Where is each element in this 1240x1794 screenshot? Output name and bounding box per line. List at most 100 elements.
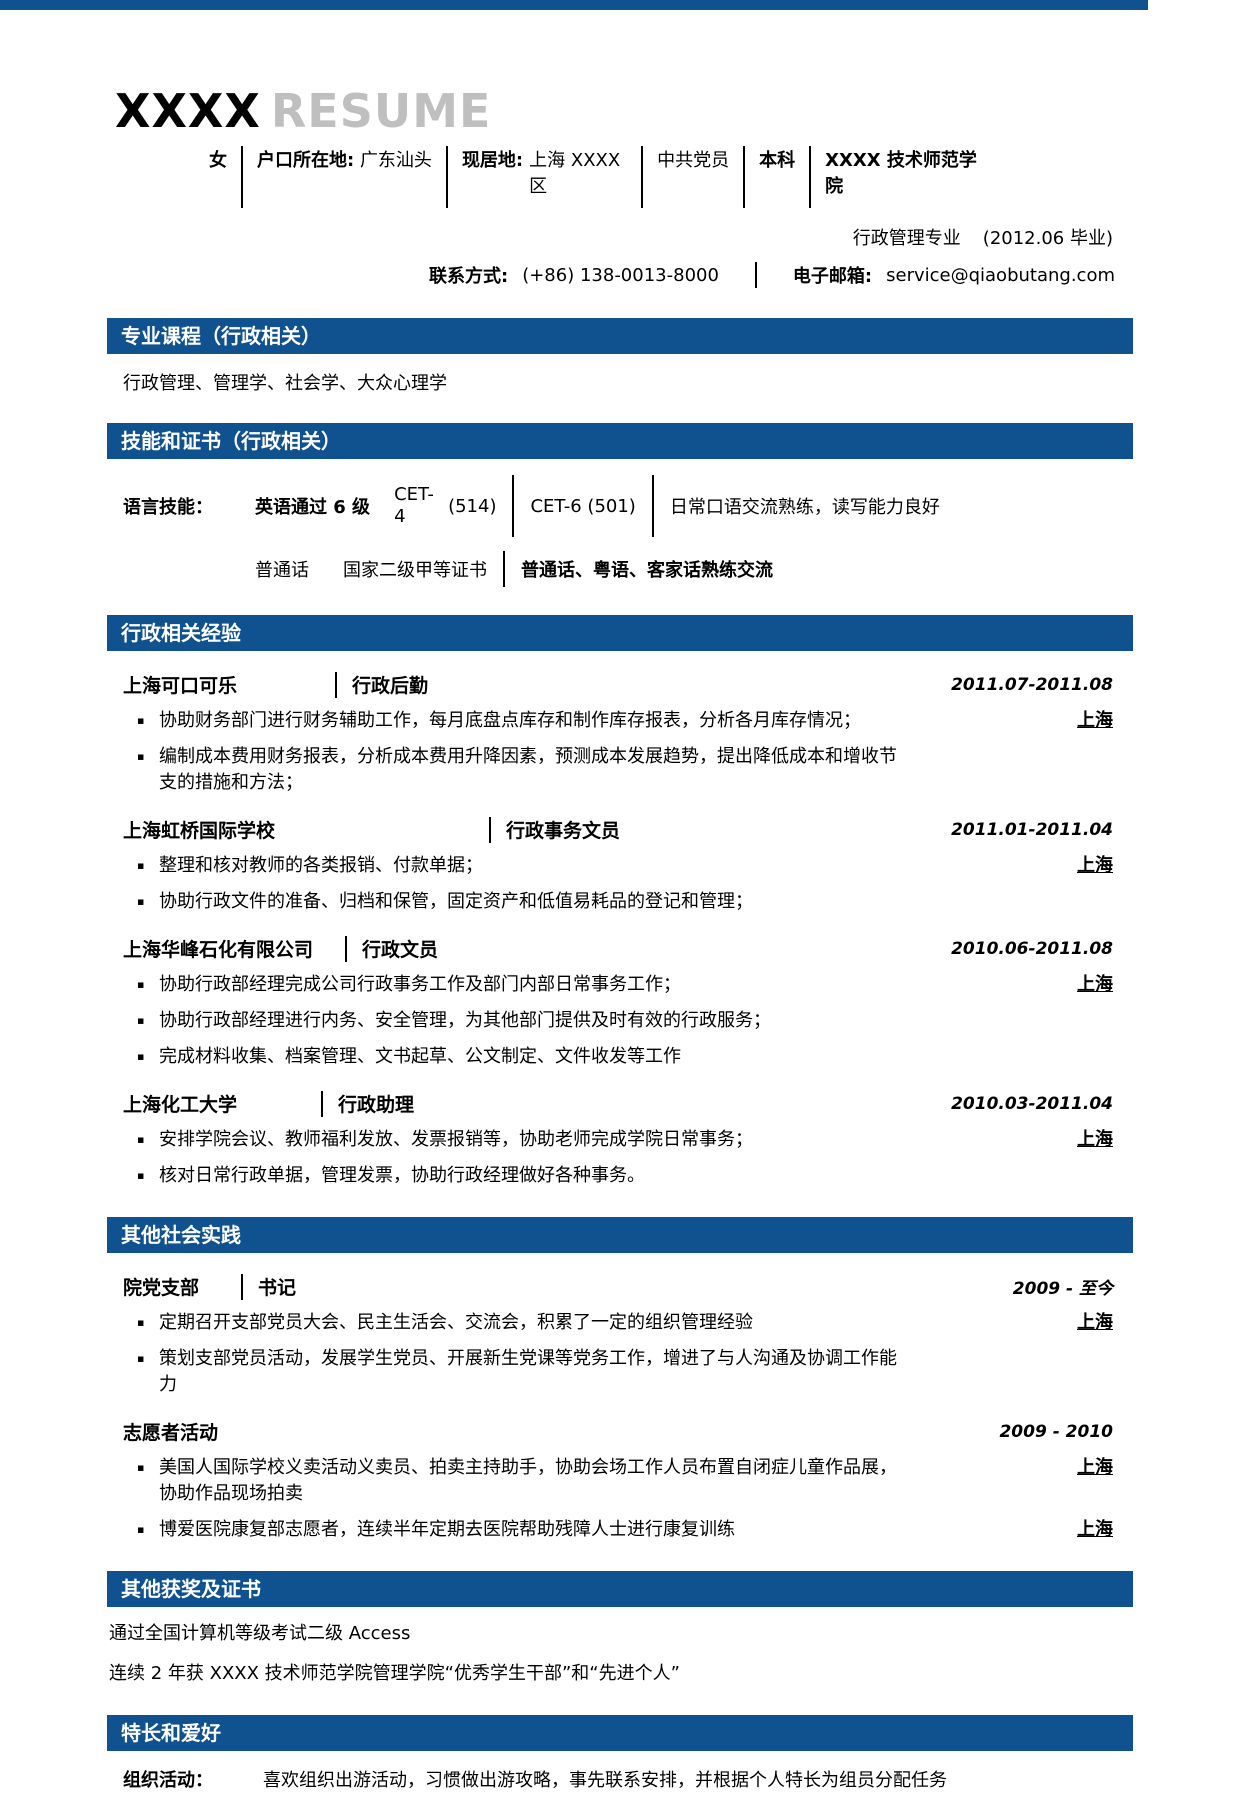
contact-divider bbox=[754, 262, 757, 288]
bullet-item: ▪ 美国人国际学校义卖活动义卖员、拍卖主持助手，协助会场工作人员布置自闭症儿童作… bbox=[107, 1455, 1133, 1507]
skill-mandarin: 普通话 bbox=[255, 560, 309, 581]
bullet-icon: ▪ bbox=[137, 714, 145, 727]
email-value: service@qiaobutang.com bbox=[886, 264, 1115, 286]
entry-title-row: 上海化工大学 行政助理 2010.03-2011.04 bbox=[107, 1090, 1133, 1117]
basic-info-row: 女 户口所在地: 广东汕头 现居地: 上海 XXXX 区 中共党员 本科 XXX… bbox=[195, 146, 1133, 208]
position-name: 行政助理 bbox=[338, 1094, 415, 1116]
bullet-text: 博爱医院康复部志愿者，连续半年定期去医院帮助残障人士进行康复训练 bbox=[159, 1519, 735, 1540]
skill-cet6: CET-6 (501) bbox=[530, 495, 636, 517]
bullet-text: 协助行政部经理完成公司行政事务工作及部门内部日常事务工作； bbox=[159, 974, 681, 995]
role-name: 书记 bbox=[258, 1277, 297, 1299]
skills-line-1: 语言技能： 英语通过 6 级 CET-4 (514) CET-6 (501) 日… bbox=[123, 475, 1133, 537]
title-divider bbox=[345, 935, 347, 962]
info-divider bbox=[743, 146, 746, 208]
residence-label: 现居地: bbox=[461, 150, 524, 171]
section-header-courses: 专业课程（行政相关） bbox=[107, 318, 1133, 354]
info-party: 中共党员 bbox=[657, 150, 730, 171]
entry-date: 2010.06-2011.08 bbox=[951, 938, 1113, 959]
award-line: 通过全国计算机等级考试二级 Access bbox=[109, 1623, 411, 1644]
bullet-text: 编制成本费用财务报表，分析成本费用升降因素，预测成本发展趋势，提出降低成本和增收… bbox=[159, 746, 897, 793]
bullet-icon: ▪ bbox=[137, 859, 145, 872]
info-hukou-cell: 户口所在地: 广东汕头 bbox=[243, 146, 446, 176]
organization-name: 院党支部 bbox=[123, 1277, 200, 1299]
top-accent-bar bbox=[0, 0, 1148, 10]
bullet-icon: ▪ bbox=[137, 1050, 145, 1063]
bullet-icon: ▪ bbox=[137, 1461, 145, 1474]
bullet-item: ▪ 核对日常行政单据，管理发票，协助行政经理做好各种事务。 bbox=[107, 1163, 1133, 1189]
bullet-icon: ▪ bbox=[137, 1316, 145, 1329]
entry-title-row: 上海华峰石化有限公司 行政文员 2010.06-2011.08 bbox=[107, 935, 1133, 962]
hobby-label: 组织活动： bbox=[123, 1770, 213, 1791]
bullet-item: ▪ 协助行政部经理进行内务、安全管理，为其他部门提供及时有效的行政服务； bbox=[107, 1008, 1133, 1034]
position-name: 行政后勤 bbox=[352, 675, 429, 697]
bullet-location: 上海 bbox=[1077, 710, 1113, 731]
organization-name: 志愿者活动 bbox=[123, 1422, 219, 1444]
page-title: XXXX RESUME bbox=[107, 0, 1133, 134]
entry-title-row: 上海可口可乐 行政后勤 2011.07-2011.08 bbox=[107, 671, 1133, 698]
hobby-row: 组织活动： 喜欢组织出游活动，习惯做出游攻略，事先联系安排，并根据个人特长为组员… bbox=[123, 1768, 1133, 1794]
resume-page: XXXX RESUME 女 户口所在地: 广东汕头 现居地: 上海 XXXX 区 … bbox=[0, 0, 1148, 1791]
bullet-location: 上海 bbox=[1077, 855, 1113, 876]
title-divider bbox=[241, 1273, 243, 1300]
skill-dialect-desc: 普通话、粤语、客家话熟练交流 bbox=[521, 560, 773, 581]
experience-entry: 上海虹桥国际学校 行政事务文员 2011.01-2011.04 ▪ 整理和核对教… bbox=[107, 816, 1133, 915]
section-header-social: 其他社会实践 bbox=[107, 1217, 1133, 1253]
experience-entry: 上海华峰石化有限公司 行政文员 2010.06-2011.08 ▪ 协助行政部经… bbox=[107, 935, 1133, 1070]
skills-label: 语言技能： bbox=[123, 497, 213, 518]
company-name: 上海化工大学 bbox=[123, 1094, 238, 1116]
bullet-location: 上海 bbox=[1077, 974, 1113, 995]
bullet-item: ▪ 编制成本费用财务报表，分析成本费用升降因素，预测成本发展趋势，提出降低成本和… bbox=[107, 744, 1133, 796]
info-divider bbox=[809, 146, 812, 208]
entry-title-row: 志愿者活动 2009 - 2010 bbox=[107, 1418, 1133, 1445]
position-name: 行政文员 bbox=[362, 939, 439, 961]
contact-row: 联系方式: (+86) 138-0013-8000 电子邮箱: service@… bbox=[107, 262, 1133, 288]
award-line: 连续 2 年获 XXXX 技术师范学院管理学院“优秀学生干部”和“先进个人” bbox=[109, 1663, 680, 1684]
bullet-icon: ▪ bbox=[137, 1352, 145, 1365]
bullet-text: 策划支部党员活动，发展学生党员、开展新生党课等党务工作，增进了与人沟通及协调工作… bbox=[159, 1348, 897, 1395]
experience-entry: 上海可口可乐 行政后勤 2011.07-2011.08 ▪ 协助财务部门进行财务… bbox=[107, 671, 1133, 796]
bullet-text: 美国人国际学校义卖活动义卖员、拍卖主持助手，协助会场工作人员布置自闭症儿童作品展… bbox=[159, 1457, 897, 1504]
bullet-text: 核对日常行政单据，管理发票，协助行政经理做好各种事务。 bbox=[159, 1165, 645, 1186]
info-divider bbox=[641, 146, 644, 208]
experience-entry: 上海化工大学 行政助理 2010.03-2011.04 ▪ 安排学院会议、教师福… bbox=[107, 1090, 1133, 1189]
entry-date: 2009 - 至今 bbox=[1012, 1279, 1113, 1299]
phone-label: 联系方式: bbox=[429, 266, 509, 287]
bullet-text: 协助行政部经理进行内务、安全管理，为其他部门提供及时有效的行政服务； bbox=[159, 1010, 771, 1031]
company-name: 上海虹桥国际学校 bbox=[123, 820, 276, 842]
bullet-icon: ▪ bbox=[137, 1014, 145, 1027]
section-header-awards: 其他获奖及证书 bbox=[107, 1571, 1133, 1607]
skill-divider bbox=[651, 475, 654, 537]
info-divider bbox=[445, 146, 448, 208]
entry-date: 2010.03-2011.04 bbox=[951, 1093, 1113, 1114]
bullet-icon: ▪ bbox=[137, 895, 145, 908]
bullet-item: ▪ 博爱医院康复部志愿者，连续半年定期去医院帮助残障人士进行康复训练 上海 bbox=[107, 1517, 1133, 1543]
bullet-item: ▪ 策划支部党员活动，发展学生党员、开展新生党课等党务工作，增进了与人沟通及协调… bbox=[107, 1346, 1133, 1398]
bullet-icon: ▪ bbox=[137, 750, 145, 763]
courses-content: 行政管理、管理学、社会学、大众心理学 bbox=[123, 373, 447, 394]
bullet-item: ▪ 完成材料收集、档案管理、文书起草、公文制定、文件收发等工作 bbox=[107, 1044, 1133, 1070]
title-divider bbox=[489, 816, 491, 843]
info-degree: 本科 bbox=[759, 150, 796, 171]
major-text: 行政管理专业 bbox=[852, 228, 961, 249]
skill-english: 英语通过 6 级 bbox=[255, 497, 371, 518]
bullet-location: 上海 bbox=[1077, 1519, 1113, 1540]
bullet-item: ▪ 协助行政文件的准备、归档和保管，固定资产和低值易耗品的登记和管理； bbox=[107, 889, 1133, 915]
entry-title-row: 上海虹桥国际学校 行政事务文员 2011.01-2011.04 bbox=[107, 816, 1133, 843]
bullet-item: ▪ 定期召开支部党员大会、民主生活会、交流会，积累了一定的组织管理经验 上海 bbox=[107, 1310, 1133, 1336]
company-name: 上海华峰石化有限公司 bbox=[123, 939, 314, 961]
email-label: 电子邮箱: bbox=[792, 266, 873, 287]
info-school: XXXX 技术师范学院 bbox=[825, 150, 977, 197]
section-header-skills: 技能和证书（行政相关） bbox=[107, 423, 1133, 459]
phone-value: (+86) 138-0013-8000 bbox=[522, 264, 719, 286]
info-gender: 女 bbox=[209, 150, 227, 171]
bullet-text: 协助财务部门进行财务辅助工作，每月底盘点库存和制作库存报表，分析各月库存情况； bbox=[159, 710, 861, 731]
bullet-text: 安排学院会议、教师福利发放、发票报销等，协助老师完成学院日常事务； bbox=[159, 1129, 753, 1150]
bullet-icon: ▪ bbox=[137, 1523, 145, 1536]
major-graduation-row: 行政管理专业 (2012.06 毕业) bbox=[107, 224, 1133, 250]
position-name: 行政事务文员 bbox=[506, 820, 621, 842]
bullet-item: ▪ 整理和核对教师的各类报销、付款单据； 上海 bbox=[107, 853, 1133, 879]
bullet-item: ▪ 协助财务部门进行财务辅助工作，每月底盘点库存和制作库存报表，分析各月库存情况… bbox=[107, 708, 1133, 734]
title-resume-word: RESUME bbox=[270, 84, 492, 138]
social-entry: 院党支部 书记 2009 - 至今 ▪ 定期召开支部党员大会、民主生活会、交流会… bbox=[107, 1273, 1133, 1398]
section-header-experience: 行政相关经验 bbox=[107, 615, 1133, 651]
